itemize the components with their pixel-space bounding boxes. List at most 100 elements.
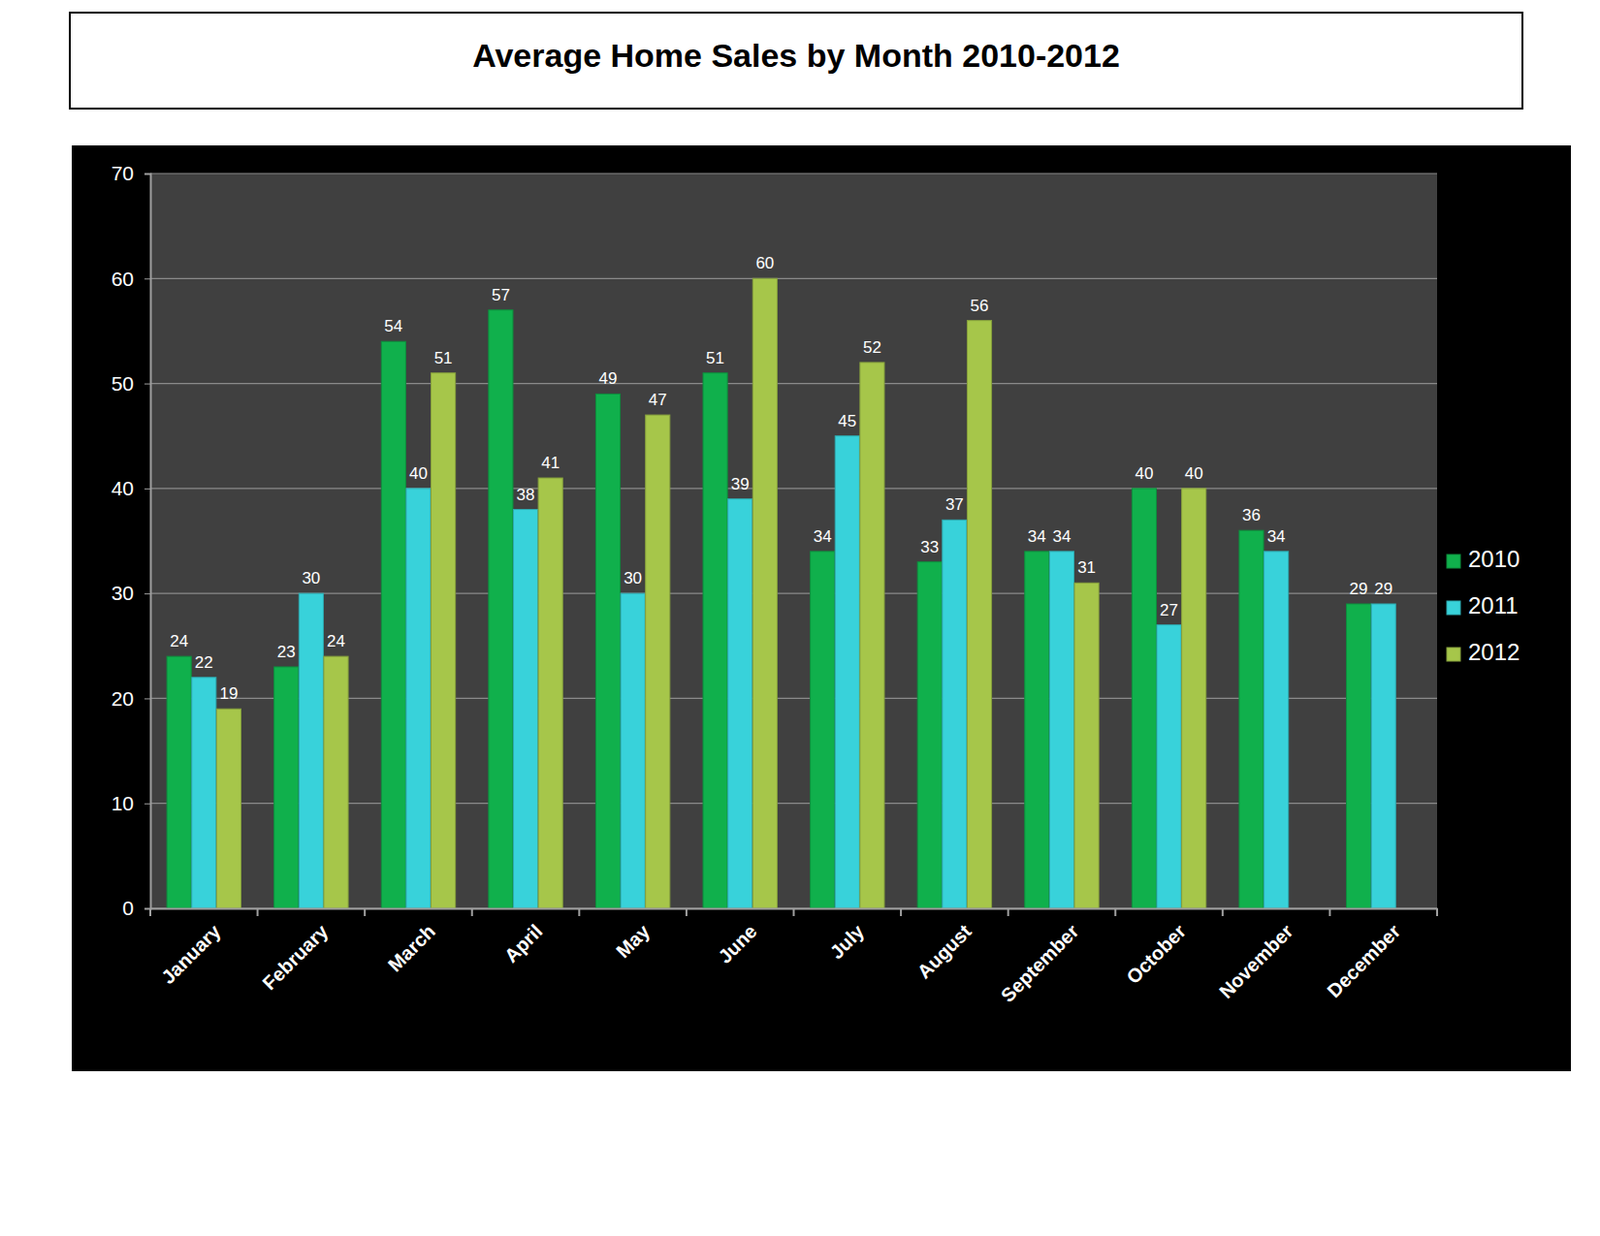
x-tick: October: [1121, 908, 1190, 989]
x-tick-label: August: [913, 920, 977, 984]
data-label: 34: [813, 527, 832, 546]
y-tick-label: 10: [111, 792, 134, 815]
x-tick: November: [1215, 908, 1298, 1003]
y-tick-label: 50: [111, 372, 134, 395]
bar: [966, 320, 992, 909]
x-tick-label: February: [257, 920, 333, 995]
data-label: 60: [755, 254, 774, 273]
x-separator: [899, 908, 902, 917]
y-axis: 0 10 20 30 40 50 60 70: [111, 161, 152, 920]
bar: [323, 656, 349, 909]
data-label: 30: [301, 569, 320, 588]
y-tick-label: 60: [111, 267, 134, 290]
bar: [1049, 551, 1074, 909]
y-tick-mark: [144, 278, 151, 280]
y-tick-label: 0: [122, 896, 134, 920]
bar: [752, 278, 777, 909]
bar: [703, 373, 728, 909]
y-tick-mark: [144, 803, 151, 805]
y-tick: 30: [111, 581, 151, 605]
x-tick: September: [996, 908, 1084, 1007]
data-label: 36: [1242, 506, 1261, 525]
bar: [298, 593, 323, 909]
x-separator: [1007, 908, 1010, 917]
data-label: 49: [599, 369, 618, 388]
data-label: 29: [1349, 579, 1369, 599]
bar: [1239, 530, 1264, 909]
bar: [645, 415, 671, 909]
x-tick-label: May: [611, 920, 655, 963]
grid-line: [150, 383, 1438, 384]
bar: [274, 667, 299, 909]
x-tick-label: September: [996, 920, 1084, 1007]
bar: [620, 593, 645, 909]
bar: [1156, 625, 1182, 909]
title: Average Home Sales by Month 2010-2012: [472, 36, 1120, 74]
y-tick: 60: [111, 267, 151, 290]
data-label: 40: [1184, 464, 1204, 483]
data-label: 19: [219, 684, 238, 704]
x-tick: August: [913, 908, 977, 984]
y-tick: 20: [111, 687, 151, 710]
bar: [381, 341, 406, 909]
x-tick: April: [500, 908, 547, 967]
x-separator: [363, 908, 366, 917]
bar: [216, 708, 241, 909]
data-label: 34: [1027, 527, 1047, 546]
data-label: 24: [169, 632, 189, 651]
data-label: 29: [1374, 579, 1393, 599]
data-label: 51: [434, 349, 453, 368]
x-separator: [685, 908, 688, 917]
x-tick: June: [713, 908, 762, 968]
x-separator: [1436, 908, 1439, 917]
data-label: 51: [705, 349, 725, 368]
bar: [1024, 551, 1050, 909]
chart: Average Home Sales by Month 2010-2012 24 2…: [0, 0, 1600, 1236]
bars: [166, 278, 1396, 909]
legend-swatch: [1446, 601, 1461, 615]
y-tick-label: 30: [111, 581, 134, 605]
legend-swatch: [1446, 554, 1461, 569]
x-tick: December: [1322, 908, 1405, 1002]
x-tick-label: November: [1215, 920, 1298, 1003]
x-separator: [256, 908, 259, 917]
bar: [431, 373, 456, 909]
y-axis-line: [144, 174, 152, 910]
x-tick-label: March: [384, 920, 440, 976]
bar: [1182, 488, 1207, 909]
y-tick-label: 40: [111, 477, 134, 500]
data-label: 40: [409, 464, 428, 483]
data-label: 31: [1077, 558, 1096, 577]
y-tick: 0: [122, 896, 151, 920]
title-box: [69, 12, 1523, 109]
data-label: 57: [491, 286, 511, 305]
bar: [1131, 488, 1156, 909]
x-separator: [1328, 908, 1331, 917]
bar: [595, 393, 620, 909]
data-label: 27: [1159, 601, 1179, 620]
bar: [406, 488, 431, 909]
y-tick-mark: [144, 698, 151, 700]
x-tick: February: [257, 908, 333, 994]
x-axis: JanuaryFebruaryMarchAprilMayJuneJulyAugu…: [151, 908, 1439, 1007]
data-label: 38: [516, 485, 536, 505]
x-tick-label: October: [1121, 920, 1190, 989]
data-label: 41: [541, 453, 560, 473]
x-separator: [1221, 908, 1224, 917]
grid: [150, 173, 1438, 909]
x-separators: [150, 908, 1438, 917]
x-tick-label: April: [500, 920, 547, 967]
y-tick-label: 70: [111, 161, 134, 185]
legend-swatch: [1446, 647, 1461, 662]
bar: [1371, 604, 1396, 909]
data-labels: 2423545749513433344036292230403830394537…: [169, 254, 1393, 704]
x-tick: January: [157, 908, 225, 989]
y-tick-mark: [144, 593, 151, 595]
grid-line: [150, 278, 1438, 280]
data-label: 30: [623, 569, 642, 588]
grid-line: [150, 487, 1438, 489]
bar: [917, 562, 942, 909]
legend-label: 2010: [1468, 545, 1520, 573]
data-label: 34: [1267, 527, 1286, 546]
bar: [1074, 582, 1099, 909]
